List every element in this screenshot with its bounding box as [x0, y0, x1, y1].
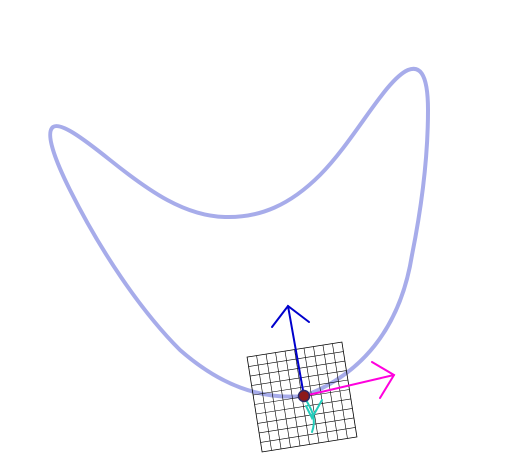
arrow-down-head	[305, 399, 323, 421]
arrow-right	[303, 361, 396, 399]
arrow-up	[271, 304, 310, 397]
origin-marker	[297, 389, 311, 403]
spline-curve	[48, 66, 430, 399]
local-grid	[246, 341, 358, 453]
